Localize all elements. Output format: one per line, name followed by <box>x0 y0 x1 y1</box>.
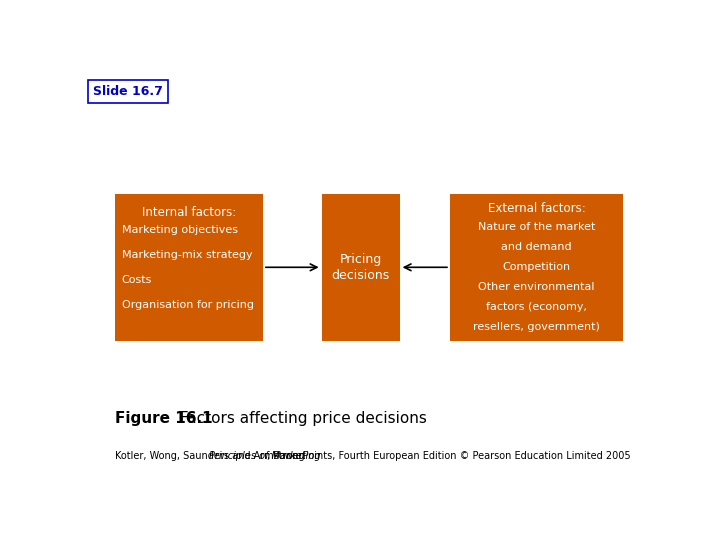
Text: decisions: decisions <box>331 269 390 282</box>
Text: Other environmental: Other environmental <box>478 282 595 292</box>
Text: Competition: Competition <box>503 262 570 272</box>
Text: Costs: Costs <box>122 275 152 285</box>
Text: resellers, government): resellers, government) <box>473 322 600 332</box>
Text: Slide 16.7: Slide 16.7 <box>93 85 163 98</box>
FancyBboxPatch shape <box>115 194 263 341</box>
Text: Factors affecting price decisions: Factors affecting price decisions <box>176 411 427 426</box>
Text: factors (economy,: factors (economy, <box>486 302 587 312</box>
Text: Figure 16.1: Figure 16.1 <box>115 411 212 426</box>
Text: Organisation for pricing: Organisation for pricing <box>122 300 254 310</box>
Text: , PowerPoints, Fourth European Edition © Pearson Education Limited 2005: , PowerPoints, Fourth European Edition ©… <box>267 451 631 461</box>
FancyBboxPatch shape <box>450 194 623 341</box>
Text: Marketing objectives: Marketing objectives <box>122 225 238 235</box>
Text: External factors:: External factors: <box>487 202 585 215</box>
Text: Marketing-mix strategy: Marketing-mix strategy <box>122 250 253 260</box>
Text: Nature of the market: Nature of the market <box>477 222 595 232</box>
Text: Principles of Marketing: Principles of Marketing <box>209 451 320 461</box>
FancyBboxPatch shape <box>322 194 400 341</box>
Text: Pricing: Pricing <box>340 253 382 266</box>
Text: Internal factors:: Internal factors: <box>142 206 236 219</box>
Text: Kotler, Wong, Saunders and Armstrong: Kotler, Wong, Saunders and Armstrong <box>115 451 308 461</box>
Text: and demand: and demand <box>501 242 572 252</box>
